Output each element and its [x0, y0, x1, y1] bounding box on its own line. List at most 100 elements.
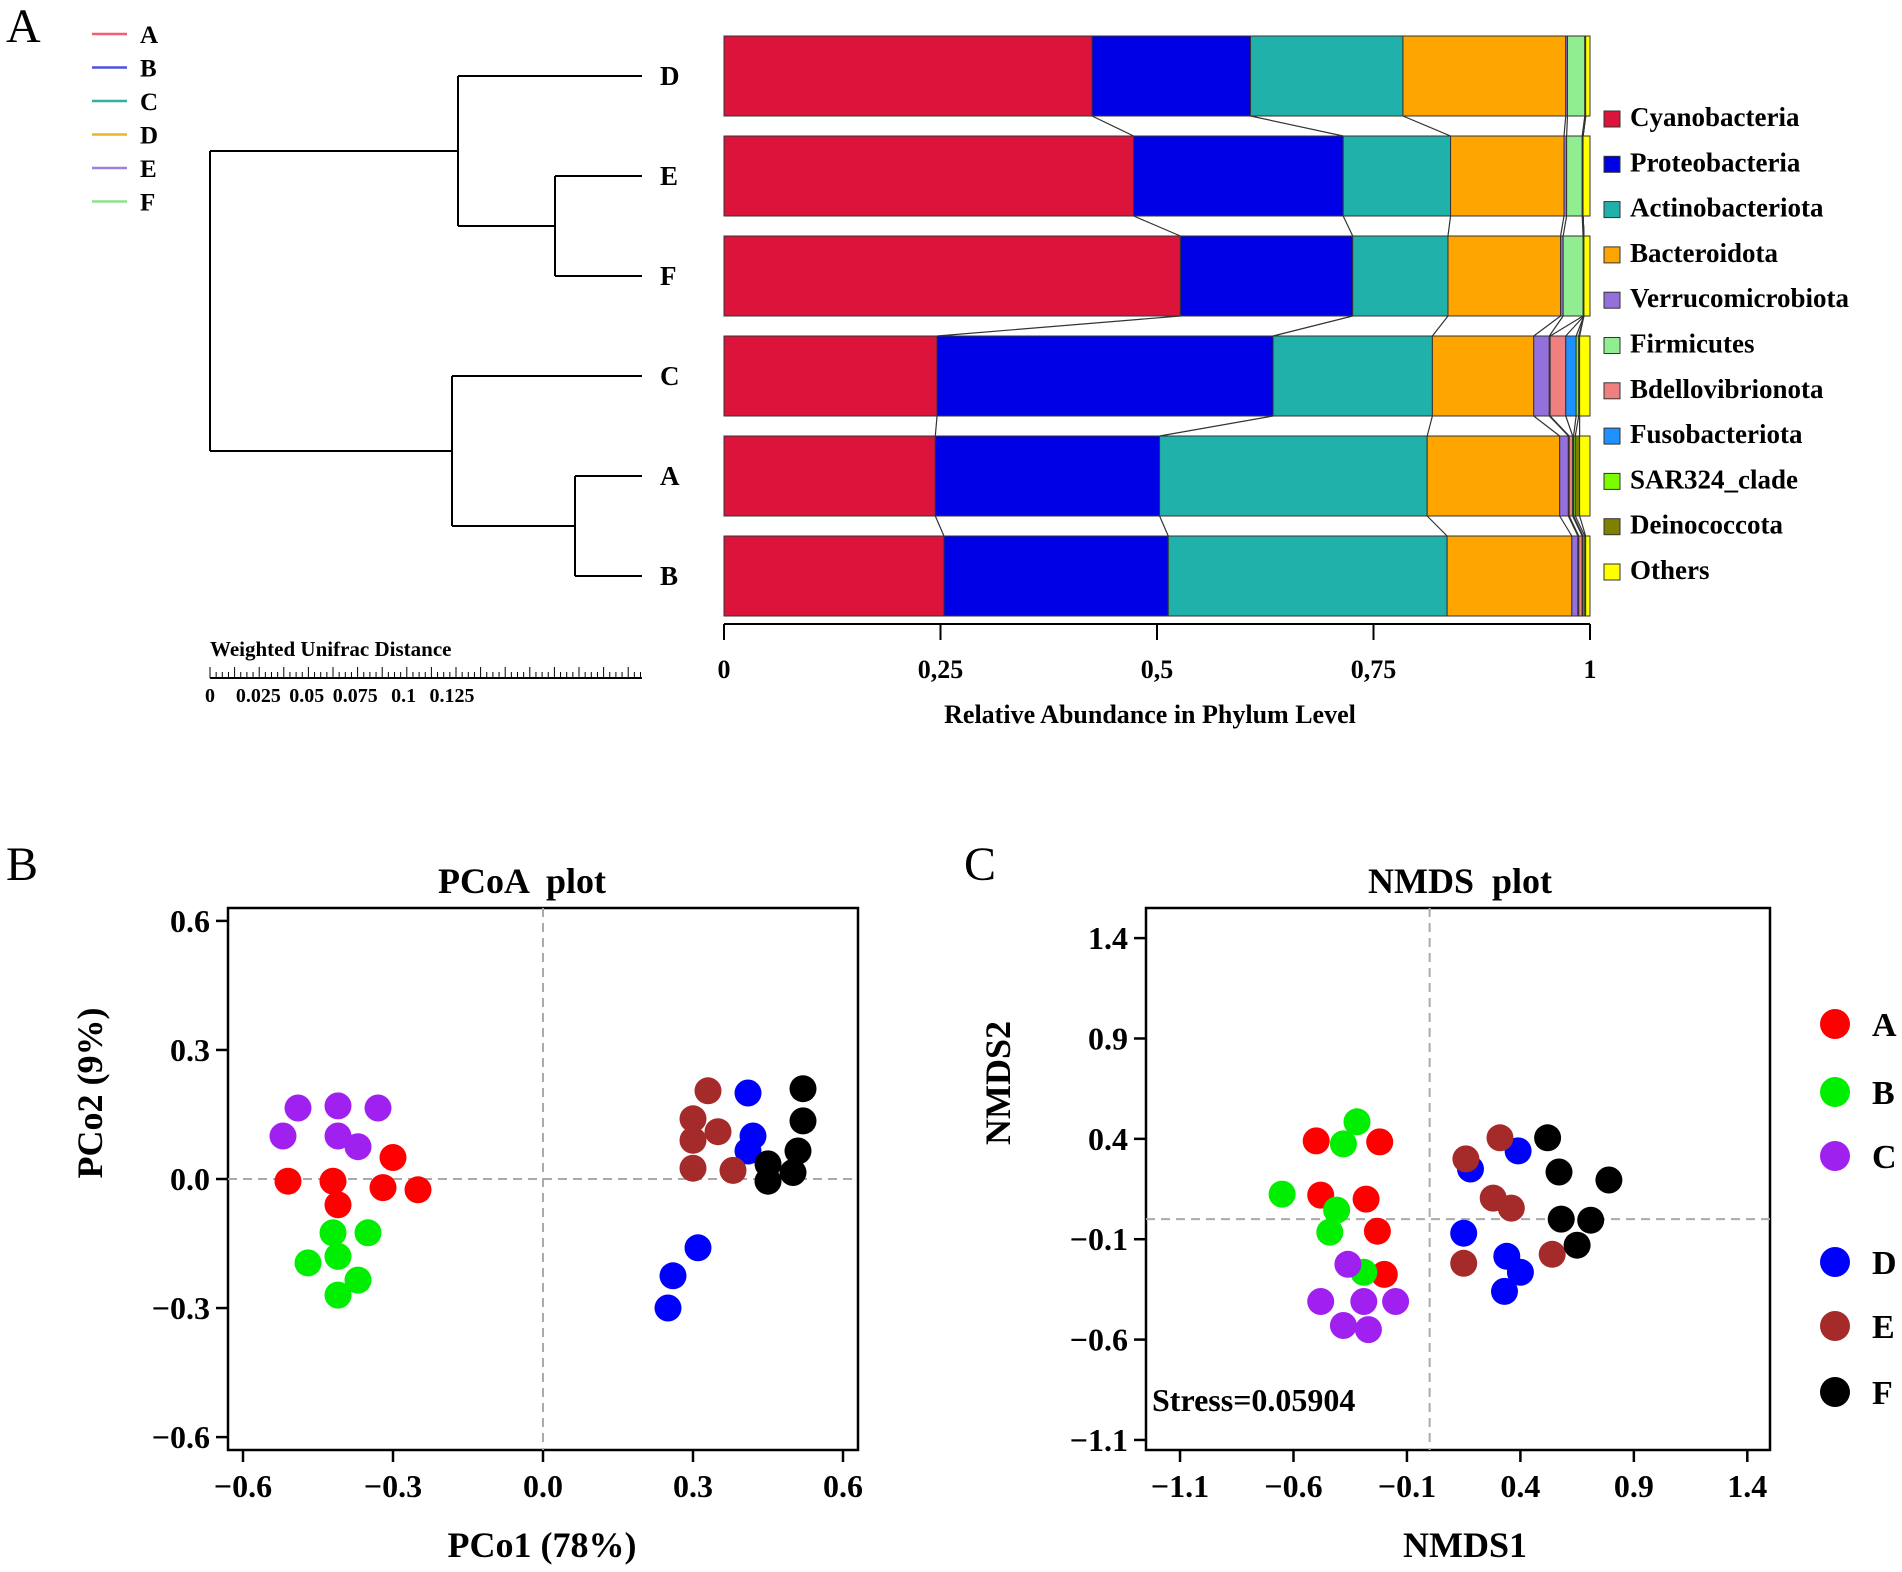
- bar-connector: [936, 315, 1181, 337]
- bar-segment-F-Actinobacteriota: [1352, 235, 1449, 317]
- pcoa-x-axis-title: PCo1 (78%): [448, 1525, 637, 1565]
- bar-segment-C-Bacteroidota: [1431, 335, 1535, 417]
- pcoa-point-E: [679, 1126, 707, 1154]
- scale-tick-label: 0: [205, 685, 215, 707]
- bar-connector: [1549, 415, 1570, 437]
- bar-connector: [1426, 515, 1448, 537]
- nmds-frame: [1144, 906, 1772, 1452]
- bar-connector: [1562, 215, 1568, 237]
- nmds-point-F: [1547, 1205, 1575, 1233]
- pcoa-point-B: [294, 1249, 322, 1277]
- bar-segment-F-Bacteroidota: [1447, 235, 1562, 317]
- legend-label-Bacteroidota: Bacteroidota: [1630, 238, 1778, 268]
- bar-connector: [1579, 315, 1585, 337]
- legend-label-Deinococcota: Deinococcota: [1630, 510, 1783, 540]
- legend-label-Firmicutes: Firmicutes: [1630, 329, 1754, 359]
- x-tick-label: 1: [1584, 655, 1597, 684]
- bar-segment-D-Actinobacteriota: [1250, 35, 1404, 117]
- legend-label-Proteobacteria: Proteobacteria: [1630, 147, 1801, 177]
- nmds-title: NMDS plot: [1368, 861, 1552, 901]
- bar-connector: [1549, 315, 1584, 337]
- abundance-x-axis: 0 0,25 0,5 0,75 1: [718, 623, 1597, 684]
- bar-connector: [1568, 515, 1580, 537]
- bar-connector: [1447, 215, 1452, 237]
- nmds-x-tick-label: −0.6: [1264, 1468, 1322, 1504]
- nmds-point-C: [1307, 1288, 1335, 1315]
- leaf-label-C: C: [660, 361, 680, 391]
- pcoa-point-F: [779, 1159, 807, 1186]
- bar-segment-D-Bacteroidota: [1402, 35, 1567, 117]
- pcoa-plot-area: −0.6 −0.3 0.0 0.3 0.6 −0.6 −0.3 0.0 0.3 0.6: [152, 903, 863, 1504]
- nmds-point-D: [1506, 1258, 1534, 1286]
- pcoa-y-tick-label: −0.3: [152, 1290, 210, 1326]
- pcoa-point-C: [364, 1094, 392, 1122]
- bar-connector: [1579, 515, 1587, 537]
- legend-swatch-SAR324_clade: [1603, 472, 1621, 490]
- bar-segment-B-Proteobacteria: [943, 535, 1169, 617]
- nmds-y-tick-label: −0.6: [1070, 1322, 1128, 1358]
- stack-connectors: [934, 115, 1587, 537]
- nmds-y-tick-label: −0.1: [1070, 1221, 1128, 1257]
- bar-connector: [1559, 215, 1565, 237]
- bar-segment-C-Actinobacteriota: [1272, 335, 1433, 417]
- legend-label-Fusobacteriota: Fusobacteriota: [1630, 419, 1803, 449]
- bar-connector: [1402, 115, 1451, 137]
- nmds-y-tick-label: −1.1: [1070, 1422, 1128, 1458]
- pcoa-point-E: [719, 1156, 747, 1184]
- bar-connector: [934, 415, 938, 437]
- bar-connector: [1533, 415, 1561, 437]
- nmds-point-C: [1354, 1316, 1382, 1344]
- nmds-x-tick-label: 1.4: [1727, 1468, 1767, 1504]
- panel-c-letter: C: [964, 838, 996, 891]
- scale-tick-label: 0.125: [430, 685, 475, 707]
- pcoa-point-C: [324, 1092, 352, 1120]
- bar-segment-F-Others: [1583, 235, 1591, 317]
- bar-connector: [1581, 115, 1586, 137]
- legend-label-Verrucomicrobiota: Verrucomicrobiota: [1630, 283, 1849, 313]
- pcoa-point-B: [344, 1266, 372, 1294]
- bar-segment-D-Proteobacteria: [1091, 35, 1252, 117]
- nmds-point-B: [1268, 1180, 1296, 1208]
- pcoa-x-tick-label: 0.0: [523, 1468, 563, 1504]
- legend-swatch-Verrucomicrobiota: [1603, 291, 1621, 309]
- legend-swatch-Others: [1603, 563, 1621, 581]
- bar-connector: [1566, 115, 1569, 137]
- bar-connector: [1250, 115, 1344, 137]
- bar-connector: [1548, 315, 1564, 337]
- scale-tick-label: 0.1: [391, 685, 416, 707]
- nmds-point-C: [1334, 1250, 1362, 1278]
- pcoa-point-B: [324, 1281, 352, 1309]
- nmds-y-tick-label: 1.4: [1088, 920, 1128, 956]
- panel-a-letter: A: [6, 0, 41, 53]
- nmds-point-B: [1323, 1196, 1351, 1224]
- pcoa-x-tick-label: −0.6: [214, 1468, 272, 1504]
- bar-connector: [1431, 315, 1449, 337]
- bar-segment-B-Actinobacteriota: [1167, 535, 1448, 617]
- bar-segment-F-Firmicutes: [1562, 235, 1584, 317]
- legend-label-SAR324_clade: SAR324_clade: [1630, 464, 1798, 494]
- bar-connector: [934, 515, 945, 537]
- nmds-point-E: [1450, 1249, 1478, 1277]
- pcoa-x-tick-label: 0.6: [823, 1468, 863, 1504]
- bar-segment-B-Verrucomicrobiota: [1571, 535, 1579, 617]
- legend-swatch-Bdellovibrionota: [1603, 382, 1621, 400]
- legend-swatch-Proteobacteria: [1603, 155, 1621, 173]
- pcoa-point-E: [679, 1105, 707, 1133]
- bar-segment-A-Proteobacteria: [934, 435, 1161, 517]
- nmds-point-D: [1450, 1219, 1478, 1247]
- bar-segment-C-Verrucomicrobiota: [1533, 335, 1550, 417]
- pcoa-point-C: [344, 1133, 372, 1161]
- bar-connector: [1559, 515, 1573, 537]
- scale-tick-label: 0.05: [289, 685, 324, 707]
- pcoa-point-B: [324, 1242, 352, 1270]
- leaf-label-E: E: [660, 161, 678, 191]
- dendrogram-leaf-labels: D E F C A B: [660, 61, 680, 591]
- nmds-point-F: [1577, 1206, 1605, 1234]
- pcoa-y-tick-label: 0.6: [170, 903, 210, 939]
- bar-connector: [1581, 215, 1584, 237]
- nmds-legend-marker-B: [1820, 1077, 1850, 1107]
- pcoa-point-E: [704, 1118, 732, 1146]
- bar-connector: [1567, 515, 1579, 537]
- bar-segment-E-Cyanobacteria: [723, 135, 1135, 217]
- pcoa-point-A: [369, 1174, 397, 1202]
